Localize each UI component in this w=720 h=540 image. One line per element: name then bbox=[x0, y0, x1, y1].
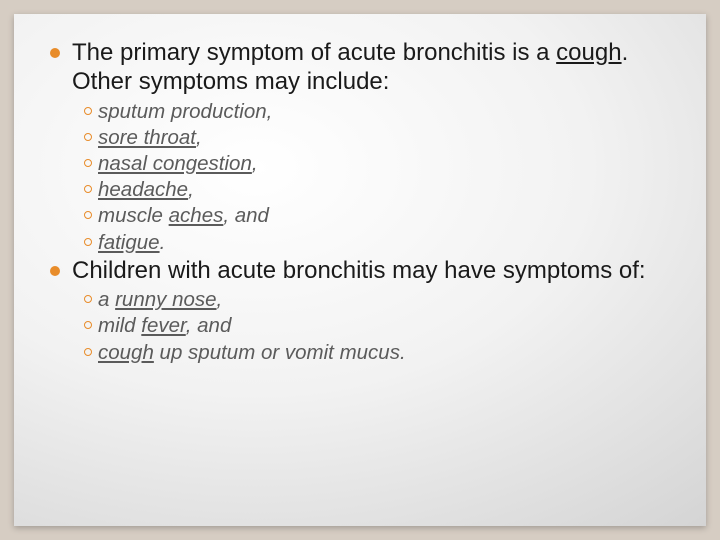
underlined-term: fever bbox=[141, 314, 185, 337]
bullet-level2: cough up sputum or vomit mucus. bbox=[84, 340, 672, 366]
text: Children with acute bronchitis may have … bbox=[72, 257, 646, 284]
underlined-term: runny nose bbox=[115, 288, 216, 311]
bullet-level1: Children with acute bronchitis may have … bbox=[48, 256, 672, 285]
text: , bbox=[188, 178, 194, 201]
bullet-level2: sore throat, bbox=[84, 125, 672, 151]
slide-card: The primary symptom of acute bronchitis … bbox=[14, 14, 706, 526]
underlined-term: nasal congestion bbox=[98, 152, 252, 175]
bullet-level2: nasal congestion, bbox=[84, 151, 672, 177]
text: , bbox=[252, 152, 258, 175]
bullet-level2: a runny nose, bbox=[84, 287, 672, 313]
underlined-term: headache bbox=[98, 178, 188, 201]
text: up sputum or vomit mucus. bbox=[154, 341, 406, 364]
bullet-level2: headache, bbox=[84, 177, 672, 203]
text: The primary symptom of acute bronchitis … bbox=[72, 39, 556, 66]
text: , bbox=[217, 288, 223, 311]
bullet-level2: muscle aches, and bbox=[84, 203, 672, 229]
underlined-term: aches bbox=[169, 204, 224, 227]
text: , bbox=[196, 126, 202, 149]
text: muscle bbox=[98, 204, 169, 227]
underlined-term: sore throat bbox=[98, 126, 196, 149]
bullet-level2: sputum production, bbox=[84, 99, 672, 125]
text: a bbox=[98, 288, 115, 311]
bullet-level2: fatigue. bbox=[84, 230, 672, 256]
bullet-level2: mild fever, and bbox=[84, 313, 672, 339]
underlined-term: cough bbox=[556, 39, 621, 66]
text: mild bbox=[98, 314, 141, 337]
underlined-term: cough bbox=[98, 341, 154, 364]
text: , and bbox=[186, 314, 232, 337]
text: . bbox=[160, 231, 166, 254]
text: , and bbox=[223, 204, 269, 227]
text: sputum production, bbox=[98, 100, 272, 123]
underlined-term: fatigue bbox=[98, 231, 160, 254]
bullet-level1: The primary symptom of acute bronchitis … bbox=[48, 38, 672, 97]
